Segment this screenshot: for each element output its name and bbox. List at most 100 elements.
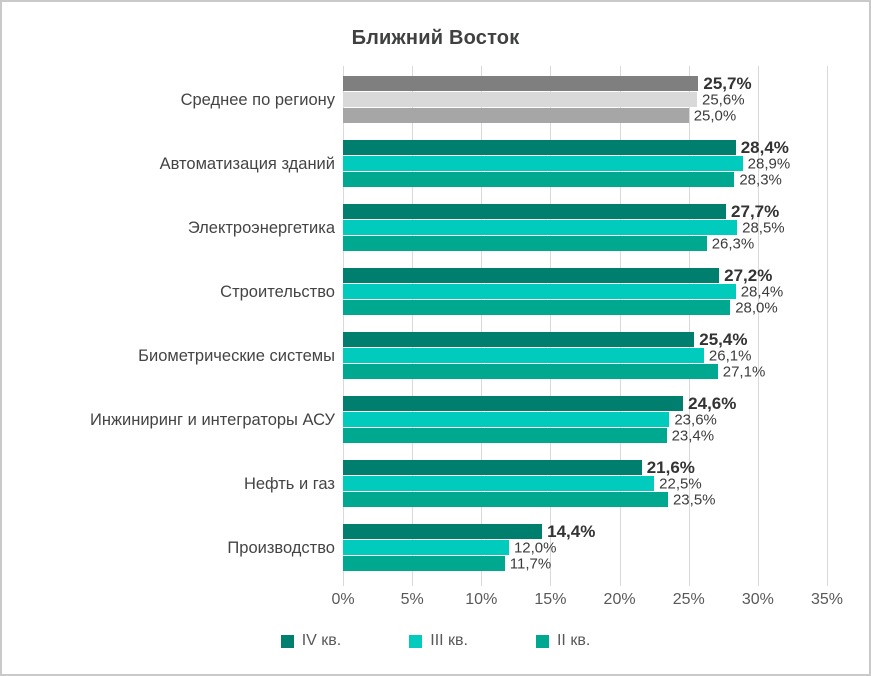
- x-tick-label: 35%: [810, 591, 844, 608]
- legend-label: IV кв.: [301, 632, 342, 649]
- bar-q2: [343, 556, 505, 571]
- bar-q2: [343, 428, 667, 443]
- bar-q3: [343, 220, 738, 235]
- category-label: Среднее по региону: [180, 90, 335, 109]
- bar-group: 27,7% 28,5% 26,3%: [343, 196, 827, 260]
- bar-line: 26,1%: [343, 347, 827, 364]
- x-tick-label: 10%: [465, 591, 498, 608]
- bar-q3: [343, 348, 704, 363]
- bar-line: 23,5%: [343, 491, 827, 508]
- bar-q2: [343, 236, 707, 251]
- plot-area: [343, 66, 828, 586]
- bar-value-label: 11,7%: [509, 555, 552, 572]
- bar-q4: [343, 460, 642, 475]
- bar-value-label: 23,4%: [671, 427, 715, 444]
- bar-value-label: 27,2%: [724, 265, 773, 285]
- bar-group: 21,6% 22,5% 23,5%: [343, 452, 827, 516]
- bar-q3: [343, 540, 509, 555]
- bar-value-label: 27,1%: [722, 363, 766, 380]
- bar-q2: [343, 300, 731, 315]
- bar-group: 27,2% 28,4% 28,0%: [343, 260, 827, 324]
- bar-q3: [343, 284, 736, 299]
- bar-q3: [343, 476, 655, 491]
- x-tick-label: 15%: [534, 591, 567, 608]
- category-label: Электроэнергетика: [187, 218, 335, 237]
- bar-line: 22,5%: [343, 475, 827, 492]
- bar-value-label: 14,4%: [547, 521, 596, 541]
- gridline: [757, 66, 759, 586]
- category-rows: Среднее по региону 25,7% 25,6% 25,0% Автомат…: [2, 68, 862, 580]
- x-tick-label: 30%: [741, 591, 774, 608]
- category-label: Производство: [227, 538, 335, 557]
- bar-value-label: 21,6%: [646, 457, 695, 477]
- bar-line: 27,7%: [343, 201, 827, 221]
- bar-line: 11,7%: [343, 555, 827, 572]
- bar-value-label: 22,5%: [659, 475, 702, 492]
- bar-value-label: 27,7%: [731, 201, 780, 221]
- bar-value-label: 24,6%: [688, 393, 737, 413]
- x-tick-label: 25%: [672, 591, 705, 608]
- bar-value-label: 26,3%: [711, 235, 755, 252]
- bar-line: 12,0%: [343, 539, 827, 556]
- bar-line: 14,4%: [343, 521, 827, 541]
- legend-swatch-icon: [409, 634, 423, 648]
- category-row: Электроэнергетика 27,7% 28,5% 26,3%: [2, 196, 862, 260]
- category-row: Строительство 27,2% 28,4% 28,0%: [2, 260, 862, 324]
- bar-line: 27,2%: [343, 265, 827, 285]
- category-label: Биометрические системы: [138, 346, 335, 365]
- bar-q4: [343, 268, 720, 283]
- legend-item: IV кв.: [280, 632, 342, 650]
- legend-swatch-icon: [280, 634, 294, 648]
- bar-q3: [343, 92, 697, 107]
- bar-value-label: 28,4%: [740, 137, 789, 157]
- bar-q3: [343, 156, 743, 171]
- bar-value-label: 28,5%: [742, 219, 785, 236]
- bar-value-label: 25,7%: [703, 73, 752, 93]
- bar-q4: [343, 140, 736, 155]
- chart-title: Ближний Восток: [351, 27, 520, 49]
- bar-q2: [343, 108, 689, 123]
- bar-value-label: 25,0%: [693, 107, 737, 124]
- category-row: Автоматизация зданий 28,4% 28,9% 28,3%: [2, 132, 862, 196]
- bar-line: 28,3%: [343, 171, 827, 188]
- bar-line: 28,0%: [343, 299, 827, 316]
- bar-value-label: 28,0%: [735, 299, 778, 316]
- legend-item: III кв.: [409, 632, 468, 650]
- category-label: Нефть и газ: [243, 474, 335, 493]
- bar-line: 25,4%: [343, 330, 827, 349]
- category-row: Производство 14,4% 12,0% 11,7%: [2, 516, 862, 580]
- bar-value-label: 26,1%: [708, 347, 752, 364]
- legend-label: II кв.: [556, 632, 591, 649]
- bar-value-label: 28,9%: [747, 155, 791, 172]
- category-row: Нефть и газ 21,6% 22,5% 23,5%: [2, 452, 862, 516]
- x-tick-label: 0%: [331, 591, 355, 608]
- bar-group: 14,4% 12,0% 11,7%: [343, 516, 827, 580]
- category-label: Инжиниринг и интеграторы АСУ: [89, 410, 335, 429]
- gridline: [343, 66, 344, 586]
- category-label: Автоматизация зданий: [159, 154, 335, 173]
- bar-line: 23,6%: [343, 411, 827, 428]
- bar-q2: [343, 364, 718, 379]
- legend: IV кв. III кв. II кв.: [2, 632, 869, 650]
- gridline: [688, 66, 690, 586]
- category-row: Инжиниринг и интеграторы АСУ 24,6% 23,6% 23…: [2, 388, 862, 452]
- bar-line: 23,4%: [343, 427, 827, 444]
- bar-q4: [343, 76, 699, 91]
- x-axis: 0% 5% 10% 15% 20% 25% 30% 35%: [331, 591, 843, 613]
- legend-item: II кв.: [535, 632, 591, 650]
- bar-line: 28,9%: [343, 155, 827, 172]
- bar-line: 27,1%: [343, 363, 827, 380]
- bar-group: 24,6% 23,6% 23,4%: [343, 388, 827, 452]
- bar-value-label: 23,6%: [674, 411, 717, 428]
- bar-group: 25,4% 26,1% 27,1%: [343, 324, 827, 388]
- bar-value-label: 25,6%: [702, 91, 745, 108]
- bar-q4: [343, 396, 684, 411]
- bar-group: 25,7% 25,6% 25,0%: [343, 68, 827, 132]
- gridline: [481, 66, 483, 586]
- bar-value-label: 28,4%: [740, 283, 784, 300]
- legend-label: III кв.: [430, 632, 468, 649]
- bar-value-label: 28,3%: [739, 171, 782, 188]
- category-row: Среднее по региону 25,7% 25,6% 25,0%: [2, 68, 862, 132]
- bar-q2: [343, 492, 668, 507]
